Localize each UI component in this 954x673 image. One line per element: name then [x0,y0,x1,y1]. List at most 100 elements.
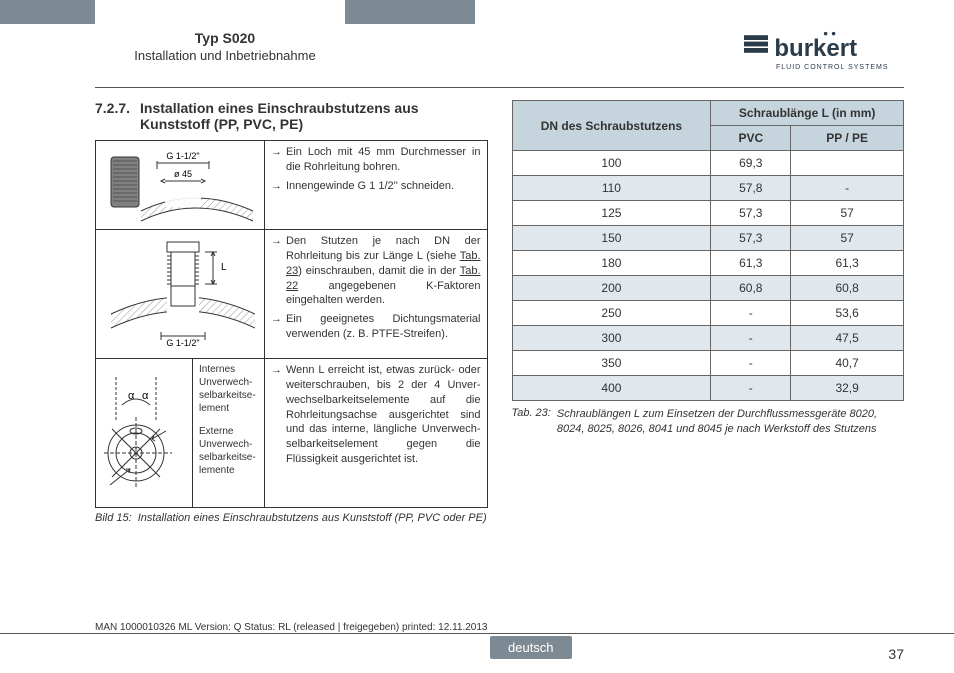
table-cell: - [711,351,791,376]
table-row: 350-40,7 [512,351,904,376]
table-cell: 125 [512,201,711,226]
table-cell: - [711,301,791,326]
table-cell: 100 [512,151,711,176]
step-text: Ein Loch mit 45 mm Durch­messer in die R… [286,145,481,175]
arrow-icon: → [271,312,282,342]
table-cell: - [711,326,791,351]
diag2-bottom-label: G 1-1/2" [166,338,199,348]
table-row: 11057,8- [512,176,904,201]
diagram-1: G 1-1/2" ø 45 [102,145,258,225]
steps-row3: →Wenn L erreicht ist, etwas zurück- oder… [265,359,488,508]
step-text: Ein geeignetes Dichtungs­material verwen… [286,312,481,342]
figure-caption: Bild 15: Installation eines Einschraubst… [95,512,488,524]
table-row: 12557,357 [512,201,904,226]
step-item: →Wenn L erreicht ist, etwas zurück- oder… [271,363,481,467]
doc-subtitle: Installation und Inbetriebnahme [95,48,355,63]
diag1-top-label: G 1-1/2" [166,151,199,161]
table-cell: 57,3 [711,201,791,226]
th-length: Schraublänge L (in mm) [711,101,904,126]
right-column: DN des Schraubstutzens Schraublänge L (i… [512,100,905,613]
table-cell: 61,3 [711,251,791,276]
svg-text:burkert: burkert [774,35,857,62]
table-cell: 57 [791,201,904,226]
section-number: 7.2.7. [95,100,130,132]
table-row: 20060,860,8 [512,276,904,301]
step-item: →Ein geeignetes Dichtungs­material verwe… [271,312,481,342]
table-cell: 300 [512,326,711,351]
arrow-icon: → [271,145,282,175]
table-cell: 32,9 [791,376,904,401]
table-cell: 47,5 [791,326,904,351]
page-footer: deutsch 37 [0,633,954,673]
page-number: 37 [888,646,904,662]
logo-tagline: FLUID CONTROL SYSTEMS [776,64,889,71]
diagram-3-labels: Internes Unverwech­selbarkeitse­lement E… [193,359,265,508]
table-row: 10069,3 [512,151,904,176]
diagram-3-cell: α α [96,359,193,508]
table-cell: 180 [512,251,711,276]
arrow-icon: → [271,363,282,467]
step-text: Wenn L erreicht ist, etwas zurück- oder … [286,363,481,467]
steps-row2: →Den Stutzen je nach DN der Rohrleitung … [265,230,488,359]
table-cell [791,151,904,176]
top-stripe [0,0,954,24]
table-cell: 60,8 [791,276,904,301]
step-item: → Innengewinde G 1 1/2'' schneiden. [271,179,481,194]
table-cell: 250 [512,301,711,326]
screw-length-table: DN des Schraubstutzens Schraublänge L (i… [512,100,905,401]
content-area: 7.2.7. Installation eines Einschraubstut… [95,100,904,613]
section-title: Installation eines Einschraubstutzens au… [140,100,487,132]
step-text: Innengewinde G 1 1/2'' schneiden. [286,179,454,194]
diag3-internal-label: Internes Unverwech­selbarkeitse­lement [199,363,258,415]
burkert-logo: burkert FLUID CONTROL SYSTEMS [744,30,904,80]
table-cell: - [711,376,791,401]
table-caption: Tab. 23: Schraublängen L zum Einsetzen d… [512,407,905,438]
diagram-2-cell: L G 1-1/2" [96,230,265,359]
arrow-icon: → [271,234,282,308]
table-row: 400-32,9 [512,376,904,401]
table-cell: 350 [512,351,711,376]
table-row: 15057,357 [512,226,904,251]
doc-type: Typ S020 [95,30,355,46]
table-cell: 53,6 [791,301,904,326]
figure-text: Installation eines Einschraubstutzens au… [138,512,487,524]
table-cell: 110 [512,176,711,201]
th-pvc: PVC [711,126,791,151]
table-cell: - [791,176,904,201]
language-tab: deutsch [490,636,572,659]
diagram-1-cell: G 1-1/2" ø 45 [96,141,265,230]
table-caption-label: Tab. 23: [512,407,551,438]
diagram-2: L G 1-1/2" [102,234,258,354]
table-cell: 61,3 [791,251,904,276]
table-cell: 200 [512,276,711,301]
step-item: →Den Stutzen je nach DN der Rohrleitung … [271,234,481,308]
diag3-external-label: Externe Unverwech­selbarkeitse­lemente [199,425,258,477]
man-line: MAN 1000010326 ML Version: Q Status: RL … [95,622,487,633]
page-header: Typ S020 Installation und Inbetriebnahme… [95,30,904,88]
table-cell: 60,8 [711,276,791,301]
table-cell: 150 [512,226,711,251]
table-row: 18061,361,3 [512,251,904,276]
steps-row1: →Ein Loch mit 45 mm Durch­messer in die … [265,141,488,230]
table-cell: 400 [512,376,711,401]
th-dn: DN des Schraubstutzens [512,101,711,151]
arrow-icon: → [271,179,282,194]
install-steps-table: G 1-1/2" ø 45 [95,140,488,508]
table-cell: 40,7 [791,351,904,376]
diag1-dia-label: ø 45 [174,169,192,179]
table-row: 300-47,5 [512,326,904,351]
table-cell: 57,3 [711,226,791,251]
step-text: Den Stutzen je nach DN der Rohrleitung b… [286,234,481,308]
section-heading: 7.2.7. Installation eines Einschraubstut… [95,100,488,132]
step-item: →Ein Loch mit 45 mm Durch­messer in die … [271,145,481,175]
table-cell: 57 [791,226,904,251]
left-column: 7.2.7. Installation eines Einschraubstut… [95,100,488,613]
th-pppe: PP / PE [791,126,904,151]
table-row: 250-53,6 [512,301,904,326]
table-caption-text: Schraublängen L zum Einsetzen der Durchf… [557,407,904,438]
diagram-3: α α [102,363,186,503]
figure-label: Bild 15: [95,512,132,524]
diag2-L-label: L [221,262,227,273]
table-cell: 57,8 [711,176,791,201]
table-cell: 69,3 [711,151,791,176]
